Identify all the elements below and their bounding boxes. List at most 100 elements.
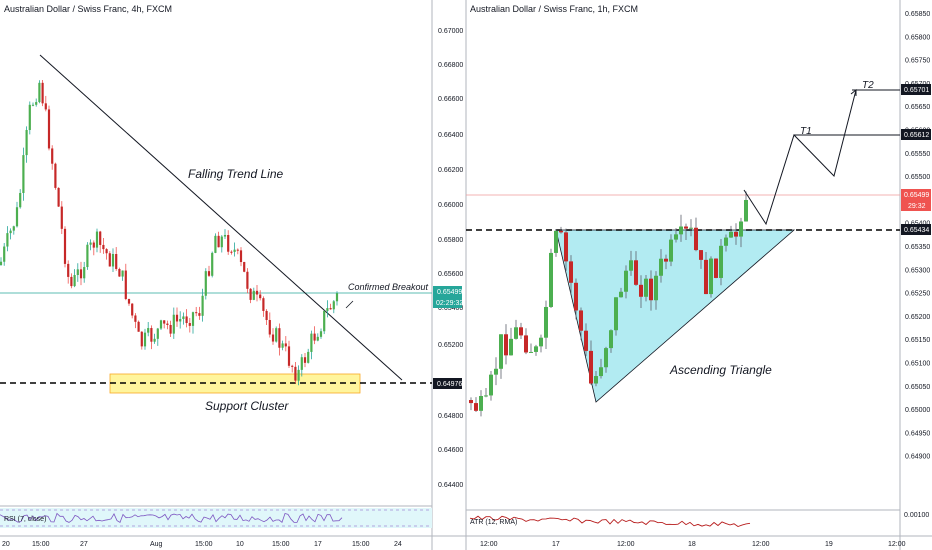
left-price-tag <box>433 286 462 297</box>
candle-body <box>664 258 668 262</box>
candle-body <box>204 271 207 296</box>
candle-body <box>99 231 102 245</box>
candle-body <box>214 235 217 253</box>
candle-body <box>569 261 573 283</box>
candle-body <box>634 260 638 285</box>
candle-body <box>614 297 618 331</box>
left-x-axis: 20 15:00 27 Aug 15:00 10 15:00 17 15:00 24 <box>2 541 402 548</box>
left-y-tick: 0.64600 <box>438 447 463 454</box>
right-price-tag-text: 0.65499 <box>904 192 929 199</box>
candle-body <box>118 268 121 277</box>
left-y-tick: 0.67000 <box>438 28 463 35</box>
candle-body <box>494 368 498 375</box>
right-x-tick: 18 <box>688 541 696 548</box>
candle-body <box>0 261 3 265</box>
candle-body <box>479 396 483 411</box>
candle-body <box>115 253 118 269</box>
candle-body <box>699 250 703 260</box>
candle-body <box>83 267 86 279</box>
candle-body <box>335 293 339 302</box>
t2-price-tag-text: 0.65701 <box>904 87 929 94</box>
projection-arrowhead <box>850 88 857 96</box>
left-x-tick: 15:00 <box>272 541 290 548</box>
falling-trend-line[interactable] <box>39 54 403 381</box>
candle-body <box>474 403 478 411</box>
left-y-tick: 0.64400 <box>438 482 463 489</box>
candle-body <box>159 320 163 329</box>
right-x-tick: 12:00 <box>888 541 906 548</box>
candle-body <box>599 367 603 377</box>
left-x-tick: 27 <box>80 541 88 548</box>
candle-body <box>169 324 172 334</box>
candle-body <box>644 278 648 297</box>
candle-body <box>489 374 493 396</box>
right-y-tick: 0.65100 <box>905 361 930 368</box>
candle-body <box>239 250 243 263</box>
candle-body <box>60 206 63 229</box>
candle-body <box>172 314 175 334</box>
t2-label: T2 <box>862 80 874 91</box>
candle-body <box>150 328 153 342</box>
breakout-label: Confirmed Breakout <box>348 282 429 292</box>
candle-body <box>147 328 150 333</box>
right-timer-tag-text: 29:32 <box>908 203 926 210</box>
candle-body <box>484 395 488 397</box>
candle-body <box>469 400 473 404</box>
left-y-axis: 0.67000 0.66800 0.66600 0.66400 0.66200 0.660… <box>438 28 463 489</box>
left-price-tag-text: 0.65499 <box>437 289 462 296</box>
candle-body <box>195 312 198 314</box>
candle-body <box>709 258 713 295</box>
right-x-tick: 19 <box>825 541 833 548</box>
right-candles <box>469 191 748 417</box>
candle-body <box>332 301 335 310</box>
candle-body <box>137 321 140 332</box>
candle-body <box>6 233 9 247</box>
left-x-tick: 10 <box>236 541 244 548</box>
right-x-tick: 17 <box>552 541 560 548</box>
candle-body <box>105 249 108 254</box>
candle-body <box>262 298 265 311</box>
candle-body <box>73 275 76 287</box>
candle-body <box>41 82 44 104</box>
candle-body <box>191 312 195 326</box>
left-y-tick: 0.65400 <box>438 305 463 312</box>
left-x-tick: 20 <box>2 541 10 548</box>
triangle-label: Ascending Triangle <box>669 363 772 377</box>
candle-body <box>233 249 236 252</box>
candle-body <box>182 316 185 319</box>
left-level-tag-text: 0.64976 <box>437 381 462 388</box>
candle-body <box>230 251 233 253</box>
candle-body <box>639 284 643 297</box>
candle-body <box>38 82 41 103</box>
candle-body <box>659 258 663 276</box>
candle-body <box>207 271 211 276</box>
right-y-tick: 0.65200 <box>905 314 930 321</box>
candle-body <box>54 163 57 188</box>
rsi-label: RSI (7, close) <box>4 516 46 523</box>
candle-body <box>287 346 291 366</box>
candle-body <box>143 332 147 347</box>
candle-body <box>95 231 99 248</box>
candle-body <box>307 351 310 363</box>
left-x-tick: 15:00 <box>352 541 370 548</box>
candle-body <box>303 357 307 363</box>
rsi-band <box>0 508 432 528</box>
candle-body <box>51 148 54 164</box>
candle-body <box>140 331 143 347</box>
candle-body <box>31 104 35 106</box>
right-chart-title: Australian Dollar / Swiss Franc, 1h, FXC… <box>470 4 638 14</box>
candle-body <box>524 335 528 353</box>
candle-body <box>198 313 201 316</box>
candle-body <box>297 369 300 381</box>
candle-body <box>3 246 6 262</box>
left-y-tick: 0.64800 <box>438 413 463 420</box>
candle-body <box>131 303 134 316</box>
candle-body <box>744 199 748 222</box>
candle-body <box>175 314 179 322</box>
projection-path[interactable] <box>743 89 857 226</box>
candle-body <box>294 366 297 381</box>
left-timer-tag-text: 02:29:32 <box>436 300 463 307</box>
candle-body <box>300 357 303 370</box>
left-chart-title: Australian Dollar / Swiss Franc, 4h, FXC… <box>4 4 172 14</box>
